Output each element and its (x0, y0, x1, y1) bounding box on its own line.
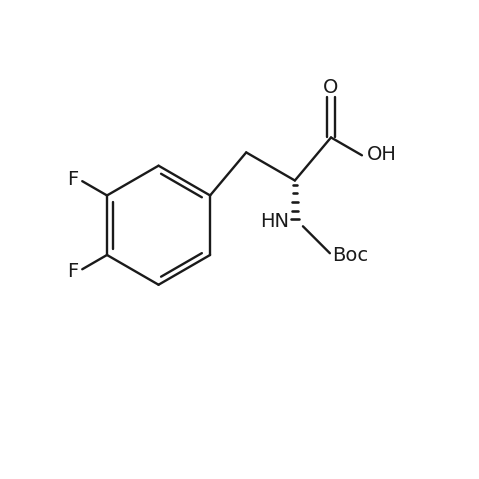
Text: O: O (323, 78, 339, 97)
Text: F: F (68, 170, 79, 189)
Text: OH: OH (367, 145, 397, 164)
Text: HN: HN (261, 212, 289, 231)
Text: F: F (68, 262, 79, 281)
Text: Boc: Boc (332, 246, 368, 265)
